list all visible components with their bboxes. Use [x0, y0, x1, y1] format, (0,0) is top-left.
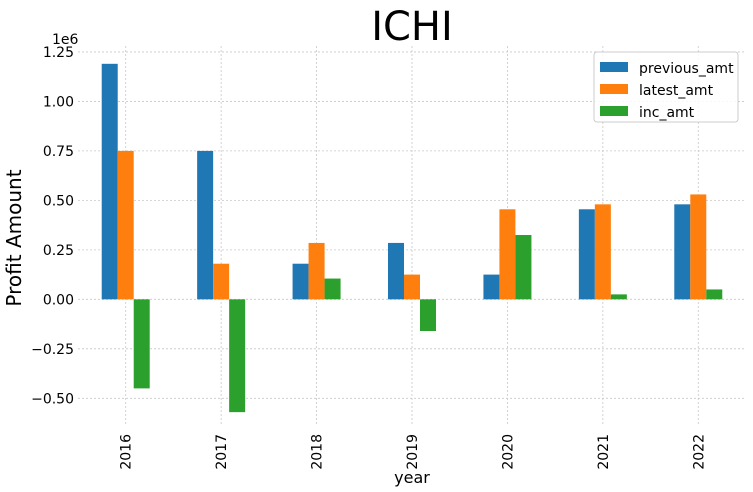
bar-latest-amt — [213, 263, 230, 300]
x-axis-ticks: 2016 2017 2018 2019 2020 2021 2022 — [119, 434, 708, 470]
bar-inc-amt — [324, 278, 341, 300]
bar-latest-amt — [308, 242, 325, 300]
x-tick-label: 2017 — [214, 434, 230, 470]
bar-previous-amt — [292, 263, 309, 300]
bar-latest-amt — [117, 150, 134, 300]
bar-previous-amt — [483, 274, 500, 300]
y-tick-label: 0.75 — [43, 144, 74, 160]
legend-label: inc_amt — [639, 105, 695, 121]
chart-title: ICHI — [371, 4, 453, 50]
y-tick-label: −0.50 — [31, 391, 74, 407]
legend-swatch — [600, 106, 628, 116]
x-tick-label: 2019 — [405, 434, 421, 470]
bar-previous-amt — [197, 150, 214, 300]
bar-latest-amt — [499, 209, 516, 300]
legend-swatch — [600, 62, 628, 72]
y-tick-label: 0.50 — [43, 193, 74, 209]
legend-label: latest_amt — [639, 83, 714, 99]
bar-inc-amt — [133, 299, 150, 389]
y-tick-label: 0.00 — [43, 292, 74, 308]
y-tick-label: 1.25 — [43, 45, 74, 61]
y-axis-ticks: −0.50 −0.25 0.00 0.25 0.50 0.75 1.00 1.25 — [31, 45, 74, 407]
x-tick-label: 2021 — [596, 434, 612, 470]
bar-previous-amt — [101, 63, 118, 300]
bar-latest-amt — [690, 194, 707, 300]
y-axis-title: Profit Amount — [2, 169, 26, 306]
bar-latest-amt — [404, 274, 420, 300]
legend-label: previous_amt — [639, 61, 734, 77]
bar-inc-amt — [229, 299, 246, 413]
bar-previous-amt — [674, 204, 691, 300]
bar-previous-amt — [578, 209, 595, 300]
y-tick-label: 1.00 — [43, 94, 74, 110]
legend: previous_amt latest_amt inc_amt — [593, 51, 739, 123]
x-tick-label: 2022 — [691, 434, 707, 470]
x-tick-label: 2018 — [310, 434, 326, 470]
legend-swatch — [600, 84, 628, 94]
bar-inc-amt — [610, 294, 627, 300]
bar-latest-amt — [594, 204, 611, 300]
bar-inc-amt — [420, 299, 436, 331]
y-scale-label: 1e6 — [52, 32, 79, 48]
y-tick-label: −0.25 — [31, 342, 74, 358]
x-tick-label: 2016 — [119, 434, 135, 470]
y-tick-label: 0.25 — [43, 243, 74, 259]
bar-previous-amt — [388, 242, 404, 300]
bar-inc-amt — [706, 289, 723, 300]
bar-inc-amt — [515, 235, 532, 300]
bars — [101, 63, 723, 413]
legend-box — [593, 51, 739, 123]
x-axis-title: year — [394, 468, 430, 487]
x-tick-label: 2020 — [500, 434, 516, 470]
